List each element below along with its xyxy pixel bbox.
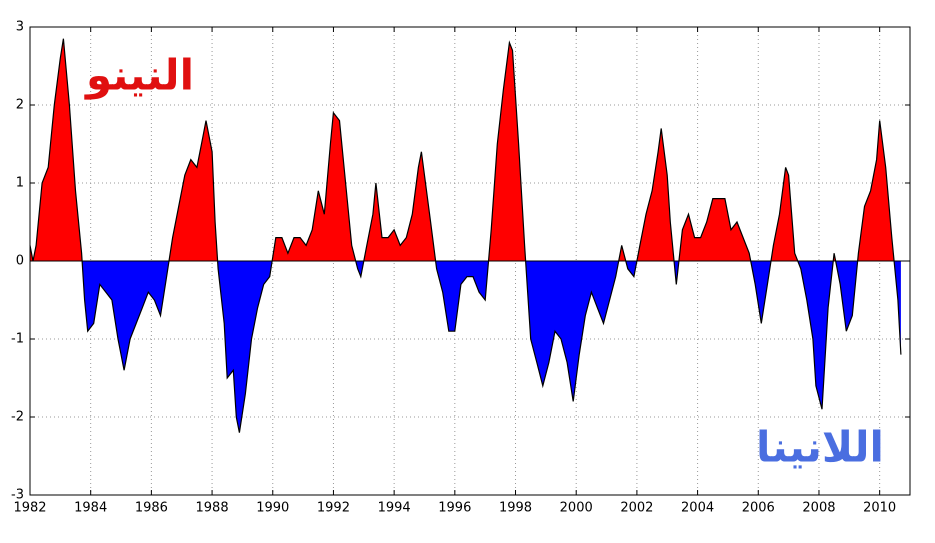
x-tick-label: 1994 <box>378 501 411 516</box>
positive-area <box>30 38 901 261</box>
plot-frame <box>29 26 911 496</box>
negative-area <box>30 261 901 433</box>
y-tick-label: 3 <box>16 20 24 35</box>
x-tick-label: 1986 <box>135 501 168 516</box>
x-tick-label: 1990 <box>256 501 289 516</box>
la-nina-label: اللانينا <box>756 423 884 472</box>
x-tick-label: 1982 <box>13 501 46 516</box>
y-tick-label: -1 <box>11 332 24 347</box>
plot: -3 -2 -1 0 1 2 3 1982 1984 1986 1988 1990 1992 1994 19… <box>11 20 911 516</box>
y-tick-label: -2 <box>11 410 24 425</box>
x-tick-label: 2006 <box>742 501 775 516</box>
y-tick-label: -3 <box>11 488 24 503</box>
x-tick-label: 2010 <box>863 501 896 516</box>
x-tick-label: 1984 <box>74 501 107 516</box>
x-tick-label: 1998 <box>499 501 532 516</box>
y-tick-label: 0 <box>16 254 24 269</box>
y-tick-label: 2 <box>16 98 24 113</box>
el-nino-label: النينو <box>84 51 194 101</box>
x-tick-label: 2008 <box>802 501 835 516</box>
index-line <box>29 38 902 433</box>
x-tick-label: 1996 <box>438 501 471 516</box>
y-tick-label: 1 <box>16 176 24 191</box>
x-tick-label: 1992 <box>317 501 350 516</box>
x-tick-label: 1988 <box>196 501 229 516</box>
x-tick-label: 2000 <box>560 501 593 516</box>
x-tick-label: 2002 <box>620 501 653 516</box>
x-tick-label: 2004 <box>681 501 714 516</box>
